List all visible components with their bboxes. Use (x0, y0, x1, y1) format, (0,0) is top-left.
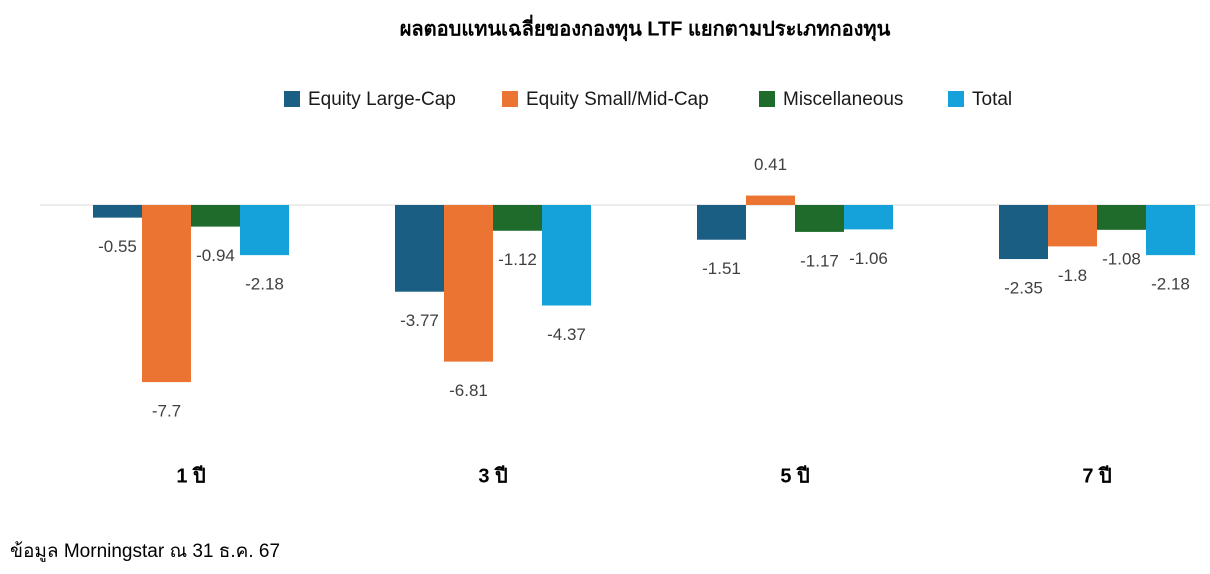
bar (493, 205, 542, 231)
legend-label: Equity Large-Cap (308, 89, 456, 110)
value-label: -0.55 (98, 237, 137, 256)
value-label: 0.41 (754, 155, 787, 174)
bar (444, 205, 493, 362)
bar (1097, 205, 1146, 230)
legend-label: Equity Small/Mid-Cap (526, 89, 709, 110)
bar (746, 195, 795, 205)
legend-label: Miscellaneous (783, 89, 903, 110)
legend-label: Total (972, 89, 1012, 110)
bar (142, 205, 191, 383)
value-label: -1.8 (1058, 266, 1087, 285)
legend-swatch (502, 91, 518, 107)
value-label: -1.08 (1102, 249, 1141, 268)
value-label: -1.51 (702, 259, 741, 278)
x-tick-label: 5 ปี (780, 464, 809, 487)
legend-swatch (284, 91, 300, 107)
value-label: -3.77 (400, 311, 439, 330)
bar (395, 205, 444, 292)
value-label: -2.35 (1004, 279, 1043, 298)
bar (191, 205, 240, 227)
bar (795, 205, 844, 232)
legend-swatch (759, 91, 775, 107)
value-label: -4.37 (547, 325, 586, 344)
bar (844, 205, 893, 230)
value-label: -2.18 (1151, 275, 1190, 294)
value-label: -0.94 (196, 246, 235, 265)
value-label: -1.06 (849, 249, 888, 268)
x-tick-label: 1 ปี (176, 464, 205, 487)
bar (542, 205, 591, 306)
bar (93, 205, 142, 218)
legend-swatch (948, 91, 964, 107)
bar (1146, 205, 1195, 256)
x-tick-label: 7 ปี (1082, 464, 1111, 487)
value-label: -2.18 (245, 275, 284, 294)
bar (697, 205, 746, 240)
bar (999, 205, 1048, 260)
value-label: -1.17 (800, 251, 839, 270)
source-note: ข้อมูล Morningstar ณ 31 ธ.ค. 67 (10, 541, 280, 562)
chart-title: ผลตอบแทนเฉลี่ยของกองทุน LTF แยกตามประเภท… (400, 13, 891, 41)
x-tick-label: 3 ปี (478, 464, 507, 487)
value-label: -6.81 (449, 381, 488, 400)
value-label: -1.12 (498, 250, 537, 269)
value-label: -7.7 (152, 402, 181, 421)
bar (1048, 205, 1097, 247)
bar (240, 205, 289, 256)
